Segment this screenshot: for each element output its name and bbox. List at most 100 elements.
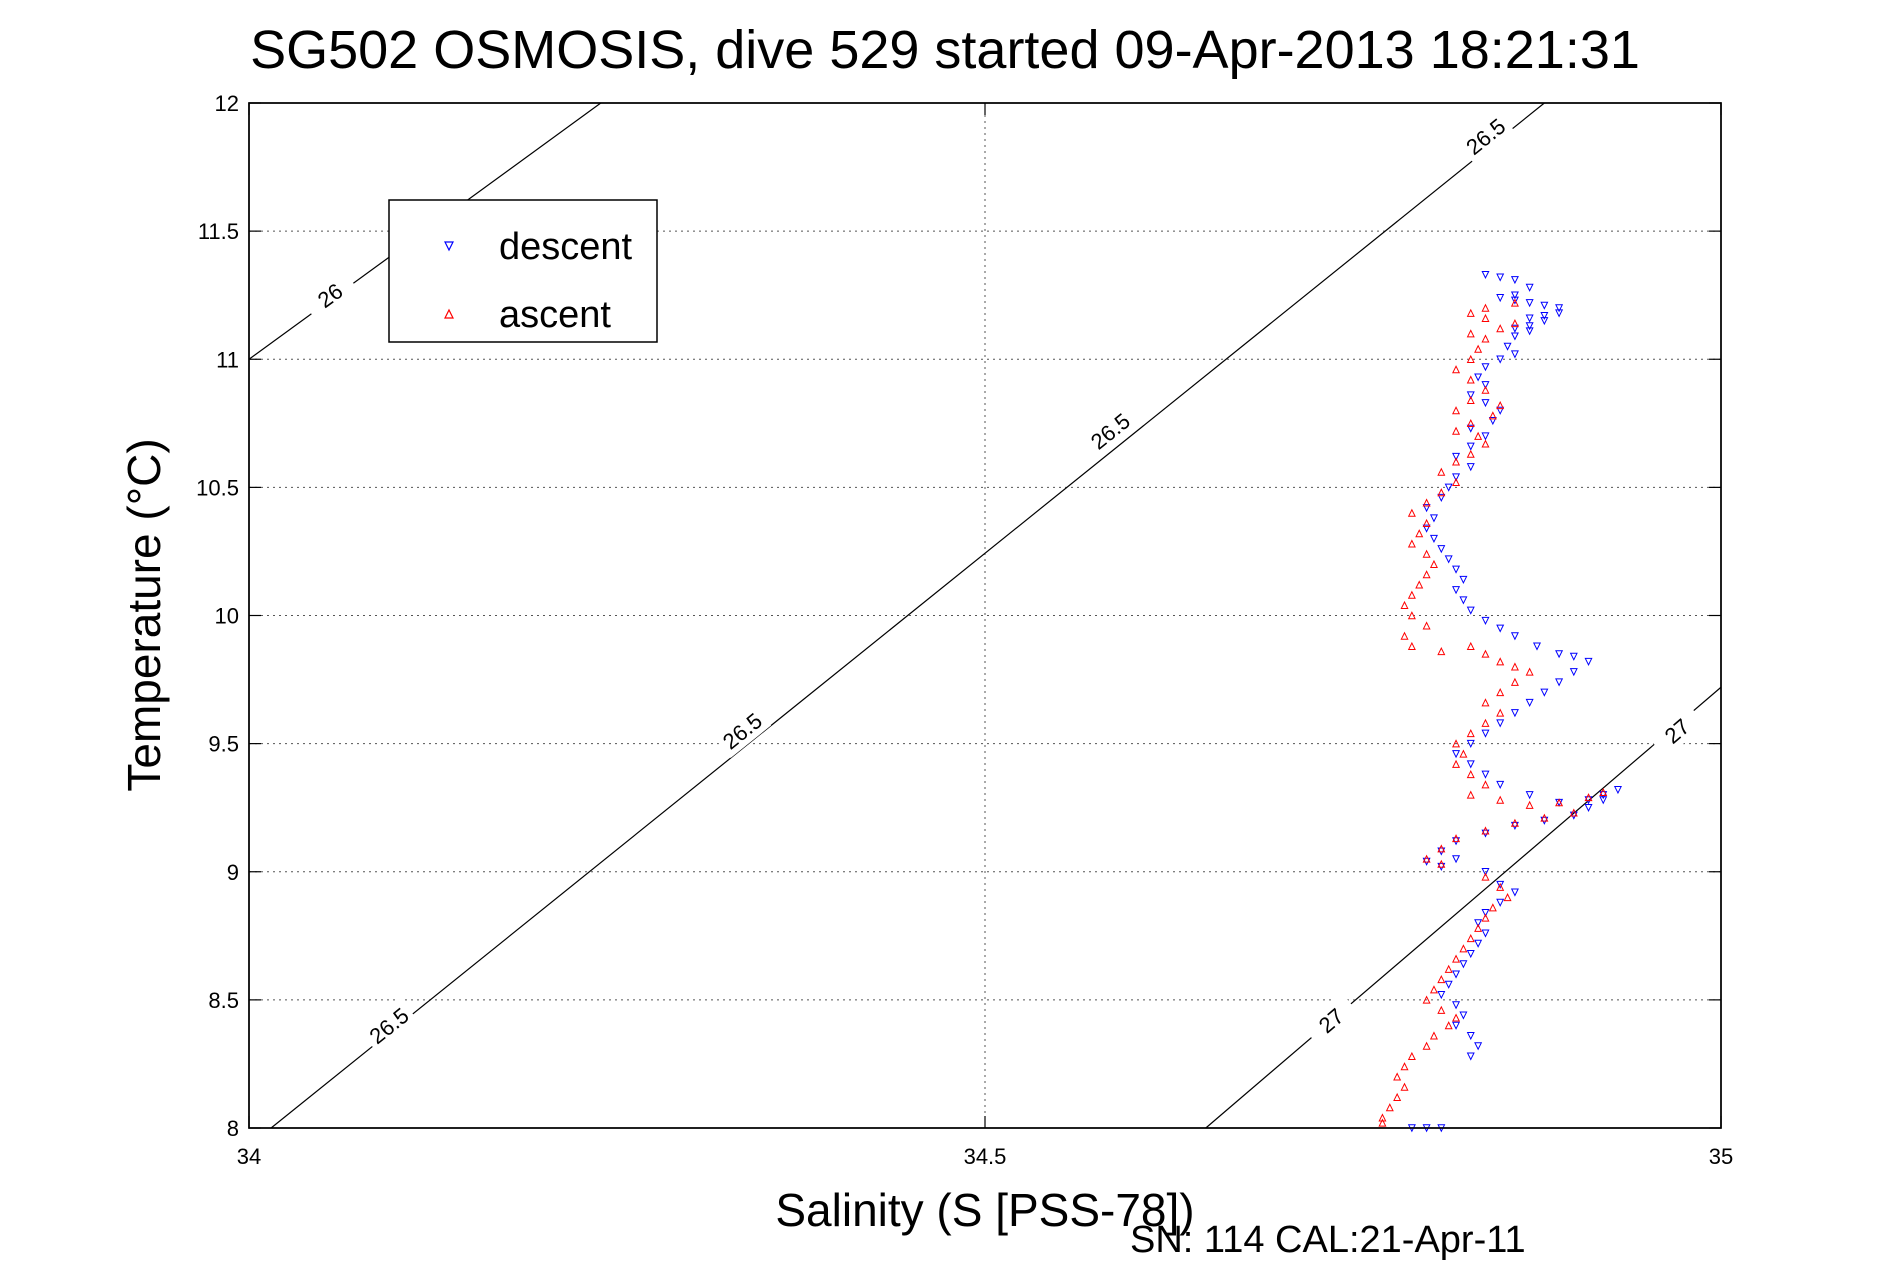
ascent-point <box>1452 834 1461 843</box>
ascent-point <box>1422 995 1431 1004</box>
descent-point <box>1555 678 1564 687</box>
descent-point <box>1496 273 1505 282</box>
contour-line-26-5 <box>270 102 1545 1129</box>
descent-point <box>1452 565 1461 574</box>
ascent-point <box>1466 790 1475 799</box>
ascent-point <box>1481 313 1490 322</box>
ascent-point <box>1496 882 1505 891</box>
descent-point <box>1532 642 1542 651</box>
descent-point <box>1459 960 1468 969</box>
ascent-point <box>1481 334 1490 343</box>
ascent-point <box>1415 529 1424 538</box>
descent-point <box>1510 296 1519 305</box>
descent-point <box>1452 970 1461 979</box>
y-tick-label: 8 <box>227 1116 239 1141</box>
ascent-point <box>1444 1021 1453 1030</box>
ascent-point <box>1510 818 1519 827</box>
descent-point <box>1466 424 1475 433</box>
descent-point <box>1525 698 1534 707</box>
descent-point <box>1444 980 1453 989</box>
descent-point <box>1525 283 1534 292</box>
descent-point <box>1474 1042 1483 1051</box>
descent-point <box>1459 596 1468 605</box>
ascent-point <box>1466 329 1475 338</box>
y-tick-label: 9 <box>227 860 239 885</box>
descent-point <box>1474 373 1483 382</box>
descent-point <box>1540 688 1549 697</box>
ascent-point <box>1525 800 1534 809</box>
descent-point <box>1613 786 1622 795</box>
contour-label-bg <box>359 998 418 1053</box>
y-tick-label: 12 <box>215 91 239 116</box>
ascent-point <box>1407 539 1416 548</box>
y-tick-label: 10 <box>215 604 239 629</box>
descent-point <box>1481 270 1490 280</box>
descent-point <box>1525 299 1534 308</box>
ascent-point <box>1481 718 1490 727</box>
descent-point <box>1466 1052 1475 1061</box>
ascent-point <box>1400 1062 1409 1071</box>
ascent-point <box>1415 580 1424 589</box>
x-tick-label: 35 <box>1709 1144 1733 1169</box>
ascent-point <box>1496 657 1505 666</box>
descent-point <box>1584 796 1593 805</box>
ascent-point <box>1407 1051 1416 1060</box>
ascent-point <box>1466 418 1475 428</box>
descent-point <box>1466 463 1475 472</box>
contour-label-bg <box>1456 109 1515 164</box>
ascent-point <box>1599 787 1608 797</box>
ascent-point <box>1393 1092 1402 1101</box>
ascent-point <box>1452 457 1461 466</box>
descent-point <box>1584 803 1593 813</box>
ascent-point <box>1437 975 1446 984</box>
descent-point <box>1437 545 1446 554</box>
y-tick-label: 8.5 <box>208 988 239 1013</box>
descent-point <box>1481 770 1490 779</box>
descent-point <box>1481 868 1490 877</box>
ascent-point <box>1407 611 1416 620</box>
descent-point <box>1488 417 1497 426</box>
descent-point <box>1599 791 1608 800</box>
descent-point <box>1496 719 1505 728</box>
descent-point <box>1437 862 1446 871</box>
ascent-point <box>1525 667 1534 676</box>
ascent-point <box>1437 647 1446 656</box>
ascent-point <box>1422 854 1431 863</box>
ascent-point <box>1481 385 1490 394</box>
y-tick-label: 11 <box>216 347 239 372</box>
descent-point <box>1510 276 1519 285</box>
descent-point <box>1510 632 1519 641</box>
descent-point <box>1540 317 1549 326</box>
descent-point <box>1525 322 1534 331</box>
x-axis-label: Salinity (S [PSS-78]) <box>775 1184 1194 1236</box>
ascent-point <box>1437 467 1446 476</box>
descent-point <box>1481 399 1490 408</box>
ascent-point <box>1452 406 1461 415</box>
contour-label-bg <box>1302 992 1360 1048</box>
contour-label-bg <box>1647 703 1706 759</box>
descent-point <box>1525 314 1534 323</box>
descent-point <box>1496 294 1505 303</box>
descent-point <box>1599 796 1608 805</box>
descent-point <box>1452 1001 1461 1010</box>
descent-point <box>1569 811 1578 820</box>
ascent-point <box>1378 1118 1387 1127</box>
ascent-point <box>1407 641 1416 650</box>
ascent-point <box>1422 1041 1431 1050</box>
ascent-point <box>1452 365 1461 374</box>
descent-point <box>1496 624 1505 633</box>
descent-point <box>1466 950 1475 959</box>
series-ascent <box>1378 298 1608 1127</box>
descent-point <box>1437 493 1446 502</box>
ascent-point <box>1378 1113 1387 1122</box>
ascent-point <box>1437 1005 1446 1014</box>
descent-point <box>1459 1011 1468 1020</box>
legend-label-ascent: ascent <box>499 294 611 336</box>
descent-point <box>1466 739 1475 748</box>
ascent-point <box>1481 649 1490 658</box>
descent-point <box>1503 342 1512 351</box>
descent-point <box>1444 555 1453 564</box>
ascent-point <box>1429 1031 1438 1040</box>
ascent-point <box>1422 621 1431 630</box>
descent-point <box>1481 929 1490 938</box>
